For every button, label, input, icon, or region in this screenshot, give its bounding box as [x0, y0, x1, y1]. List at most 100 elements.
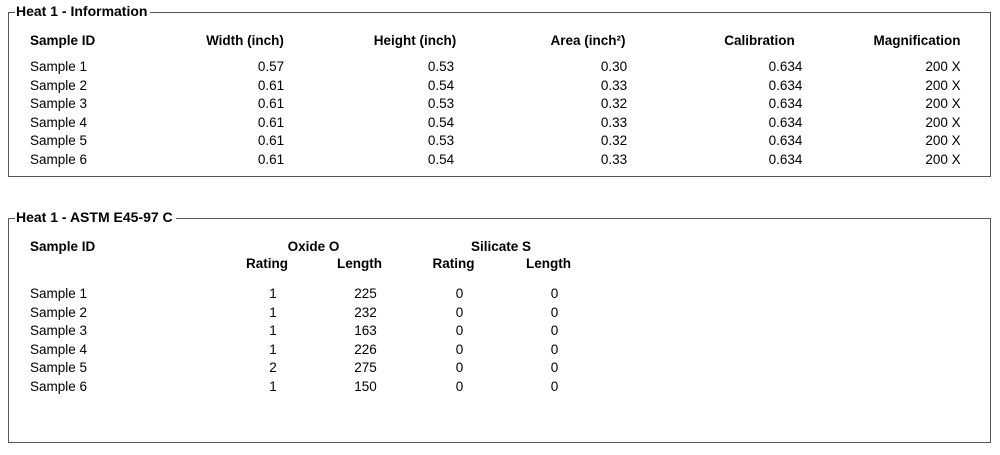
- column-header-width: Width (inch): [206, 33, 284, 48]
- cell-magnification: 200 X: [925, 114, 961, 130]
- cell-oxide-rating: 1: [269, 286, 277, 301]
- column-header-area: Area (inch²): [550, 33, 626, 48]
- cell-silicate-length: 0: [550, 341, 559, 357]
- heat1-astm-panel: Heat 1 - ASTM E45-97 C Sample ID Oxide O…: [8, 210, 991, 443]
- table-row: Sample 3 0.61 0.53 0.32 0.634 200 X: [9, 95, 990, 114]
- cell-sample-id: Sample 6: [30, 151, 88, 167]
- column-header-sample-id: Sample ID: [30, 239, 96, 254]
- group-header-silicate: Silicate S: [470, 239, 532, 254]
- cell-width: 0.61: [257, 151, 285, 167]
- cell-width: 0.61: [257, 77, 285, 93]
- cell-silicate-length: 0: [550, 360, 559, 376]
- cell-silicate-length: 0: [550, 286, 559, 301]
- panel-title-information: Heat 1 - Information: [15, 4, 151, 19]
- table-row: Sample 6 0.61 0.54 0.33 0.634 200 X: [9, 151, 990, 170]
- cell-magnification: 200 X: [925, 77, 961, 93]
- cell-magnification: 200 X: [925, 151, 961, 167]
- cell-silicate-length: 0: [550, 323, 559, 339]
- cell-width: 0.61: [257, 114, 285, 130]
- cell-silicate-rating: 0: [455, 360, 464, 376]
- cell-width: 0.61: [257, 96, 285, 112]
- cell-oxide-rating: 1: [269, 304, 277, 320]
- table-row: Sample 5 0.61 0.53 0.32 0.634 200 X: [9, 132, 990, 151]
- table-row: Sample 4 0.61 0.54 0.33 0.634 200 X: [9, 114, 990, 133]
- cell-calibration: 0.634: [768, 151, 803, 167]
- cell-sample-id: Sample 1: [30, 59, 88, 74]
- cell-silicate-rating: 0: [455, 286, 464, 301]
- column-header-magnification: Magnification: [873, 33, 961, 48]
- cell-silicate-rating: 0: [455, 378, 464, 394]
- cell-area: 0.32: [600, 133, 628, 149]
- cell-silicate-rating: 0: [455, 304, 464, 320]
- cell-oxide-length: 232: [354, 304, 377, 320]
- astm-table-subheader: Rating Length Rating Length: [9, 255, 990, 272]
- cell-oxide-length: 163: [354, 323, 377, 339]
- column-header-silicate-length: Length: [526, 256, 571, 271]
- column-header-oxide-rating: Rating: [246, 256, 288, 271]
- cell-calibration: 0.634: [768, 133, 803, 149]
- cell-width: 0.57: [257, 59, 285, 74]
- table-row: Sample 2 1 232 0 0: [9, 304, 990, 323]
- cell-sample-id: Sample 6: [30, 378, 88, 394]
- cell-magnification: 200 X: [925, 133, 961, 149]
- cell-oxide-length: 275: [354, 360, 377, 376]
- cell-oxide-rating: 1: [269, 378, 277, 394]
- cell-height: 0.53: [427, 133, 455, 149]
- table-row: Sample 6 1 150 0 0: [9, 378, 990, 397]
- column-header-height: Height (inch): [373, 33, 457, 48]
- cell-sample-id: Sample 2: [30, 77, 88, 93]
- information-table-body: Sample 1 0.57 0.53 0.30 0.634 200 X Samp…: [9, 58, 990, 170]
- cell-sample-id: Sample 3: [30, 323, 88, 339]
- column-header-sample-id: Sample ID: [30, 33, 96, 48]
- cell-area: 0.33: [600, 114, 628, 130]
- cell-width: 0.61: [257, 133, 285, 149]
- cell-silicate-rating: 0: [455, 341, 464, 357]
- cell-height: 0.54: [427, 77, 455, 93]
- table-row: Sample 2 0.61 0.54 0.33 0.634 200 X: [9, 77, 990, 96]
- cell-calibration: 0.634: [768, 59, 803, 74]
- astm-table-group-header: Sample ID Oxide O Silicate S: [9, 238, 990, 255]
- cell-sample-id: Sample 1: [30, 286, 88, 301]
- cell-sample-id: Sample 3: [30, 96, 88, 112]
- cell-sample-id: Sample 4: [30, 341, 88, 357]
- table-row: Sample 1 0.57 0.53 0.30 0.634 200 X: [9, 58, 990, 77]
- cell-magnification: 200 X: [925, 59, 961, 74]
- table-row: Sample 5 2 275 0 0: [9, 359, 990, 378]
- cell-oxide-length: 226: [354, 341, 377, 357]
- group-header-spacer: [596, 238, 990, 255]
- cell-oxide-rating: 1: [269, 323, 277, 339]
- column-header-oxide-length: Length: [337, 256, 382, 271]
- cell-sample-id: Sample 4: [30, 114, 88, 130]
- cell-oxide-rating: 2: [269, 360, 277, 376]
- cell-calibration: 0.634: [768, 77, 803, 93]
- subheader-spacer: [9, 255, 221, 272]
- cell-oxide-length: 225: [354, 286, 377, 301]
- cell-silicate-length: 0: [550, 304, 559, 320]
- cell-oxide-rating: 1: [269, 341, 277, 357]
- column-header-silicate-rating: Rating: [432, 256, 475, 271]
- cell-height: 0.54: [427, 151, 455, 167]
- astm-table-body: Sample 1 1 225 0 0 Sample 2 1 232 0 0 Sa…: [9, 285, 990, 397]
- group-header-oxide: Oxide O: [287, 239, 340, 254]
- cell-oxide-length: 150: [354, 378, 377, 394]
- cell-height: 0.54: [427, 114, 455, 130]
- panel-title-astm: Heat 1 - ASTM E45-97 C: [15, 210, 176, 225]
- cell-area: 0.30: [600, 59, 628, 74]
- cell-area: 0.32: [600, 96, 628, 112]
- cell-magnification: 200 X: [925, 96, 961, 112]
- table-row: Sample 1 1 225 0 0: [9, 285, 990, 304]
- table-row: Sample 3 1 163 0 0: [9, 322, 990, 341]
- column-header-calibration: Calibration: [724, 33, 795, 48]
- cell-sample-id: Sample 5: [30, 360, 88, 376]
- cell-sample-id: Sample 2: [30, 304, 88, 320]
- cell-silicate-length: 0: [550, 378, 559, 394]
- cell-calibration: 0.634: [768, 96, 803, 112]
- cell-sample-id: Sample 5: [30, 133, 88, 149]
- cell-area: 0.33: [600, 151, 628, 167]
- cell-height: 0.53: [427, 96, 455, 112]
- information-table-header: Sample ID Width (inch) Height (inch) Are…: [9, 32, 990, 49]
- heat1-information-panel: Heat 1 - Information Sample ID Width (in…: [8, 4, 991, 177]
- cell-area: 0.33: [600, 77, 628, 93]
- table-row: Sample 4 1 226 0 0: [9, 341, 990, 360]
